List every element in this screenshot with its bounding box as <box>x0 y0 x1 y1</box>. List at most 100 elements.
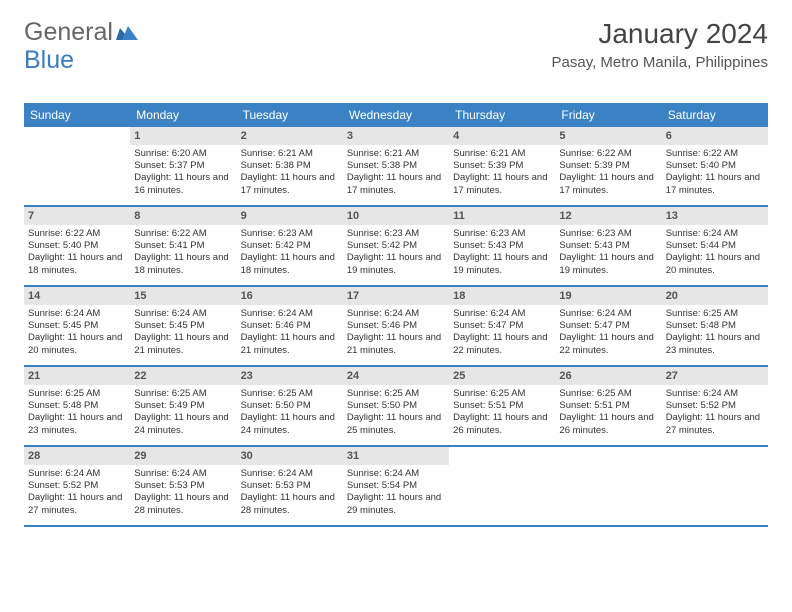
calendar-cell: 13Sunrise: 6:24 AMSunset: 5:44 PMDayligh… <box>662 207 768 285</box>
sunrise-line: Sunrise: 6:24 AM <box>666 228 764 240</box>
sunrise-line: Sunrise: 6:24 AM <box>28 468 126 480</box>
calendar-week: .1Sunrise: 6:20 AMSunset: 5:37 PMDayligh… <box>24 127 768 207</box>
sunrise-line: Sunrise: 6:25 AM <box>347 388 445 400</box>
day-number: 26 <box>555 367 661 385</box>
sunrise-line: Sunrise: 6:22 AM <box>28 228 126 240</box>
sunset-line: Sunset: 5:54 PM <box>347 480 445 492</box>
sunset-line: Sunset: 5:39 PM <box>453 160 551 172</box>
sunrise-line: Sunrise: 6:23 AM <box>453 228 551 240</box>
weekday-header: Monday <box>130 103 236 127</box>
day-number: 21 <box>24 367 130 385</box>
day-number: 25 <box>449 367 555 385</box>
daylight-line: Daylight: 11 hours and 26 minutes. <box>453 412 551 436</box>
daylight-line: Daylight: 11 hours and 20 minutes. <box>666 252 764 276</box>
calendar-cell: 27 Sunrise: 6:24 AMSunset: 5:52 PMDayligh… <box>662 367 768 445</box>
calendar-cell: 19Sunrise: 6:24 AMSunset: 5:47 PMDayligh… <box>555 287 661 365</box>
sunset-line: Sunset: 5:50 PM <box>347 400 445 412</box>
calendar-cell: . <box>555 447 661 525</box>
daylight-line: Daylight: 11 hours and 19 minutes. <box>347 252 445 276</box>
calendar-cell: 29Sunrise: 6:24 AMSunset: 5:53 PMDayligh… <box>130 447 236 525</box>
sunrise-line: Sunrise: 6:25 AM <box>134 388 232 400</box>
day-number: 27 <box>662 367 768 385</box>
day-number: 17 <box>343 287 449 305</box>
sunrise-line: Sunrise: 6:21 AM <box>347 148 445 160</box>
daylight-line: Daylight: 11 hours and 24 minutes. <box>134 412 232 436</box>
calendar-cell: 2 Sunrise: 6:21 AMSunset: 5:38 PMDaylight… <box>237 127 343 205</box>
daylight-line: Daylight: 11 hours and 29 minutes. <box>347 492 445 516</box>
sunset-line: Sunset: 5:45 PM <box>28 320 126 332</box>
day-info: Sunrise: 6:23 AMSunset: 5:42 PMDaylight:… <box>241 228 339 277</box>
day-info: Sunrise: 6:24 AMSunset: 5:54 PMDaylight:… <box>347 468 445 517</box>
sunrise-line: Sunrise: 6:21 AM <box>241 148 339 160</box>
daylight-line: Daylight: 11 hours and 23 minutes. <box>666 332 764 356</box>
day-info: Sunrise: 6:24 AMSunset: 5:53 PMDaylight:… <box>241 468 339 517</box>
daylight-line: Daylight: 11 hours and 17 minutes. <box>347 172 445 196</box>
calendar-cell: 20Sunrise: 6:25 AMSunset: 5:48 PMDayligh… <box>662 287 768 365</box>
sunrise-line: Sunrise: 6:22 AM <box>666 148 764 160</box>
sunset-line: Sunset: 5:43 PM <box>453 240 551 252</box>
day-number: 23 <box>237 367 343 385</box>
daylight-line: Daylight: 11 hours and 22 minutes. <box>453 332 551 356</box>
daylight-line: Daylight: 11 hours and 19 minutes. <box>559 252 657 276</box>
day-info: Sunrise: 6:25 AMSunset: 5:48 PMDaylight:… <box>28 388 126 437</box>
day-info: Sunrise: 6:22 AMSunset: 5:40 PMDaylight:… <box>28 228 126 277</box>
sunrise-line: Sunrise: 6:23 AM <box>559 228 657 240</box>
calendar-cell: 3 Sunrise: 6:21 AMSunset: 5:38 PMDaylight… <box>343 127 449 205</box>
daylight-line: Daylight: 11 hours and 17 minutes. <box>666 172 764 196</box>
sunset-line: Sunset: 5:44 PM <box>666 240 764 252</box>
day-number: 18 <box>449 287 555 305</box>
day-info: Sunrise: 6:23 AMSunset: 5:43 PMDaylight:… <box>559 228 657 277</box>
sunset-line: Sunset: 5:47 PM <box>559 320 657 332</box>
day-number: 19 <box>555 287 661 305</box>
sunset-line: Sunset: 5:51 PM <box>453 400 551 412</box>
day-info: Sunrise: 6:21 AMSunset: 5:38 PMDaylight:… <box>241 148 339 197</box>
daylight-line: Daylight: 11 hours and 18 minutes. <box>28 252 126 276</box>
sunset-line: Sunset: 5:38 PM <box>347 160 445 172</box>
day-number: 16 <box>237 287 343 305</box>
sunset-line: Sunset: 5:48 PM <box>28 400 126 412</box>
sunrise-line: Sunrise: 6:23 AM <box>347 228 445 240</box>
daylight-line: Daylight: 11 hours and 17 minutes. <box>453 172 551 196</box>
daylight-line: Daylight: 11 hours and 18 minutes. <box>134 252 232 276</box>
sunset-line: Sunset: 5:48 PM <box>666 320 764 332</box>
title-block: January 2024 Pasay, Metro Manila, Philip… <box>552 18 769 71</box>
sunrise-line: Sunrise: 6:20 AM <box>134 148 232 160</box>
day-number: 3 <box>343 127 449 145</box>
sunrise-line: Sunrise: 6:24 AM <box>134 468 232 480</box>
sunset-line: Sunset: 5:52 PM <box>666 400 764 412</box>
day-number: 8 <box>130 207 236 225</box>
sunrise-line: Sunrise: 6:24 AM <box>559 308 657 320</box>
sunrise-line: Sunrise: 6:23 AM <box>241 228 339 240</box>
day-info: Sunrise: 6:24 AMSunset: 5:52 PMDaylight:… <box>666 388 764 437</box>
day-number: 31 <box>343 447 449 465</box>
calendar-cell: . <box>24 127 130 205</box>
day-info: Sunrise: 6:25 AMSunset: 5:50 PMDaylight:… <box>347 388 445 437</box>
day-number: 24 <box>343 367 449 385</box>
day-number: 14 <box>24 287 130 305</box>
sunrise-line: Sunrise: 6:25 AM <box>666 308 764 320</box>
calendar-week: 21Sunrise: 6:25 AMSunset: 5:48 PMDayligh… <box>24 367 768 447</box>
page-title: January 2024 <box>552 18 769 50</box>
day-info: Sunrise: 6:24 AMSunset: 5:52 PMDaylight:… <box>28 468 126 517</box>
day-info: Sunrise: 6:24 AMSunset: 5:47 PMDaylight:… <box>453 308 551 357</box>
calendar-week: 28 Sunrise: 6:24 AMSunset: 5:52 PMDayligh… <box>24 447 768 527</box>
page-subtitle: Pasay, Metro Manila, Philippines <box>552 54 769 71</box>
daylight-line: Daylight: 11 hours and 18 minutes. <box>241 252 339 276</box>
day-number: 2 <box>237 127 343 145</box>
day-number: 29 <box>130 447 236 465</box>
calendar-cell: 1Sunrise: 6:20 AMSunset: 5:37 PMDaylight… <box>130 127 236 205</box>
sunrise-line: Sunrise: 6:24 AM <box>347 468 445 480</box>
calendar-cell: 14Sunrise: 6:24 AMSunset: 5:45 PMDayligh… <box>24 287 130 365</box>
sunrise-line: Sunrise: 6:24 AM <box>134 308 232 320</box>
calendar-cell: 28 Sunrise: 6:24 AMSunset: 5:52 PMDayligh… <box>24 447 130 525</box>
sunrise-line: Sunrise: 6:22 AM <box>559 148 657 160</box>
day-info: Sunrise: 6:24 AMSunset: 5:44 PMDaylight:… <box>666 228 764 277</box>
sunset-line: Sunset: 5:40 PM <box>28 240 126 252</box>
calendar-cell: 7Sunrise: 6:22 AMSunset: 5:40 PMDaylight… <box>24 207 130 285</box>
sunrise-line: Sunrise: 6:24 AM <box>28 308 126 320</box>
day-number: 28 <box>24 447 130 465</box>
sunrise-line: Sunrise: 6:24 AM <box>241 308 339 320</box>
daylight-line: Daylight: 11 hours and 17 minutes. <box>559 172 657 196</box>
day-info: Sunrise: 6:25 AMSunset: 5:50 PMDaylight:… <box>241 388 339 437</box>
sunset-line: Sunset: 5:42 PM <box>347 240 445 252</box>
